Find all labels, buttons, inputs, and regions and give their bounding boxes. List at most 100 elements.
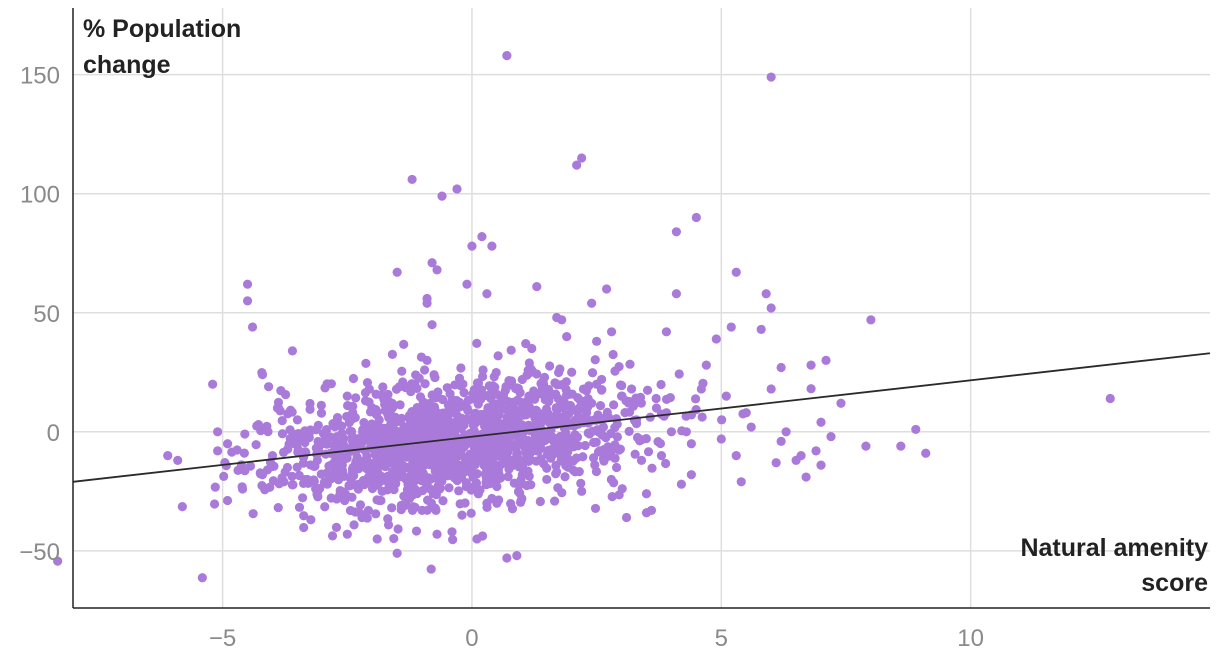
data-point: [532, 446, 542, 456]
data-point: [440, 423, 450, 434]
data-point: [488, 381, 498, 391]
grid: [73, 8, 1210, 608]
data-point: [492, 451, 502, 461]
data-point: [353, 484, 363, 494]
data-point: [578, 384, 589, 394]
data-point: [544, 396, 554, 406]
data-point: [450, 408, 460, 418]
data-point: [635, 392, 646, 402]
data-point: [512, 383, 522, 393]
data-point: [448, 535, 458, 545]
data-point: [472, 338, 482, 348]
data-point: [277, 416, 287, 426]
data-point: [426, 564, 436, 574]
data-point: [716, 434, 726, 444]
y-axis-title-line: change: [83, 51, 171, 79]
data-point: [487, 241, 497, 251]
data-point: [419, 365, 430, 375]
data-point: [279, 477, 289, 487]
data-point: [552, 380, 562, 390]
data-point: [233, 465, 243, 476]
data-point: [470, 408, 480, 418]
data-point: [407, 465, 417, 475]
data-point: [397, 427, 407, 437]
data-point: [457, 469, 467, 479]
data-point: [607, 491, 617, 502]
data-point: [587, 398, 597, 408]
data-point: [575, 396, 586, 406]
data-point: [536, 454, 546, 464]
data-point: [656, 451, 667, 461]
data-point: [611, 414, 621, 424]
data-point: [390, 412, 400, 422]
data-point: [264, 382, 274, 392]
data-point: [570, 430, 580, 440]
data-point: [651, 393, 661, 404]
data-point: [562, 416, 572, 426]
data-point: [766, 303, 776, 313]
data-point: [312, 455, 322, 465]
data-point: [444, 483, 454, 493]
data-point: [454, 460, 464, 470]
data-point: [806, 360, 816, 370]
data-point: [349, 520, 359, 530]
data-point: [219, 471, 229, 482]
data-point: [208, 379, 218, 389]
data-point: [467, 462, 477, 473]
data-point: [209, 499, 220, 509]
data-point: [305, 404, 315, 414]
data-point: [861, 441, 871, 451]
data-point: [332, 432, 342, 442]
data-point: [427, 258, 437, 268]
data-point: [505, 406, 515, 416]
data-point: [577, 486, 587, 496]
data-point: [412, 474, 422, 485]
data-point: [387, 503, 397, 513]
data-point: [491, 399, 502, 409]
data-point: [313, 486, 323, 496]
data-point: [589, 437, 599, 448]
data-point: [327, 531, 338, 541]
x-tick-label: 0: [465, 625, 478, 652]
data-point: [427, 417, 437, 427]
data-point: [447, 527, 457, 537]
data-point: [577, 153, 587, 163]
data-point: [437, 191, 447, 201]
data-point: [480, 421, 490, 431]
data-point: [326, 493, 336, 503]
data-point: [661, 458, 671, 469]
data-point: [592, 379, 602, 389]
data-point: [557, 488, 567, 498]
data-point: [455, 499, 465, 509]
data-point: [545, 430, 555, 440]
data-point: [313, 420, 323, 431]
data-point: [522, 396, 532, 407]
data-point: [367, 462, 377, 473]
data-point: [410, 421, 420, 431]
data-point: [477, 371, 488, 382]
data-point: [595, 446, 605, 456]
data-point: [606, 446, 617, 456]
data-point: [420, 379, 430, 389]
data-point: [348, 401, 358, 411]
data-point: [506, 345, 516, 355]
data-point: [568, 456, 578, 466]
data-point: [407, 379, 417, 389]
data-point: [641, 489, 652, 499]
data-point: [333, 475, 344, 485]
data-point: [383, 389, 393, 400]
data-point: [532, 369, 542, 379]
data-point: [523, 365, 533, 375]
data-point: [332, 415, 342, 425]
data-point: [285, 425, 295, 435]
data-point: [372, 471, 382, 482]
data-point: [163, 451, 173, 461]
data-point: [671, 289, 682, 299]
data-point: [285, 434, 295, 444]
data-point: [299, 511, 309, 521]
data-point: [242, 296, 253, 306]
data-point: [478, 365, 488, 375]
data-point: [401, 474, 411, 485]
